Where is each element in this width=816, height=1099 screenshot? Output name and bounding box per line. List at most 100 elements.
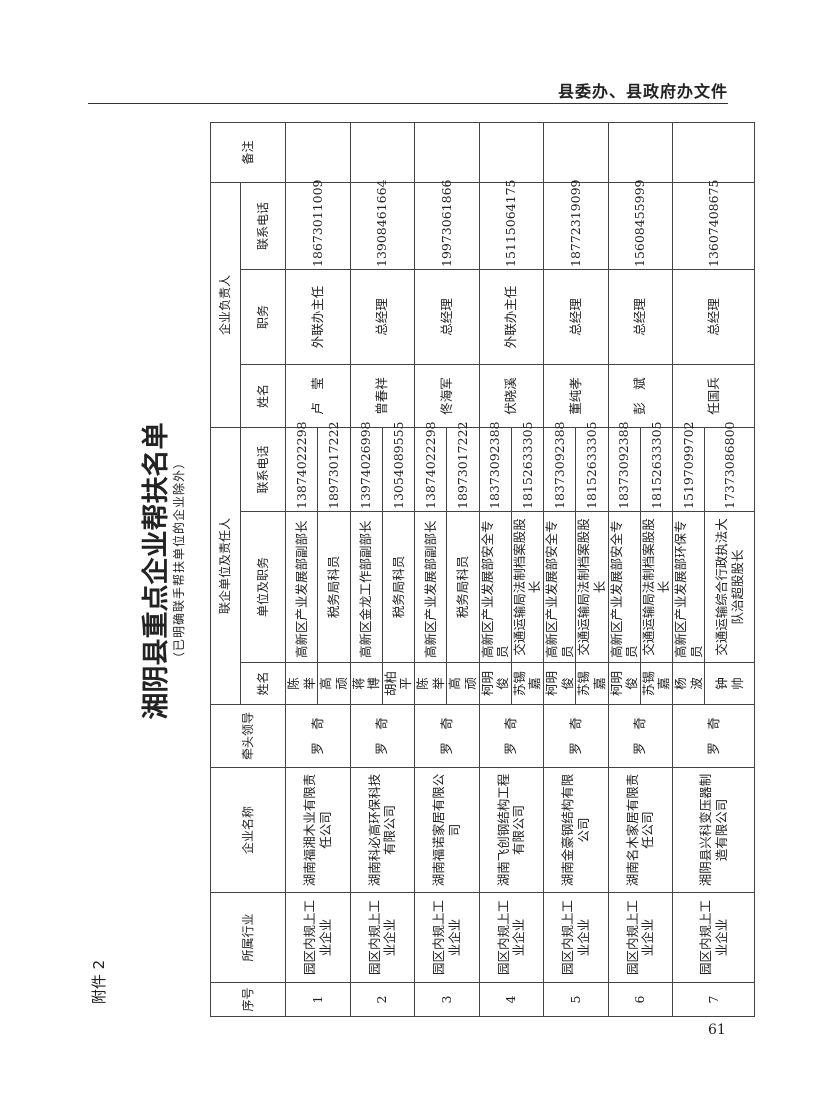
page-number: 61 <box>708 1022 726 1038</box>
cell-liaison-phone: 13874022298 <box>285 422 318 512</box>
cell-leader: 罗 奇 <box>350 704 415 768</box>
cell-owner-name: 卢 莹 <box>285 364 350 428</box>
table-row: 6 园区内规上工业企业 湖南名木家居有限责任公司罗 奇柯明俊 高新区产业发展部安全专员… <box>608 122 673 1017</box>
cell-liaison-name: 陈 举 <box>414 662 447 705</box>
cell-liaison-phone: 18152633305 <box>640 422 673 512</box>
cell-seq: 7 <box>672 982 755 1017</box>
cell-industry: 园区内规上工业企业 <box>414 892 479 983</box>
header-company: 企业名称 <box>210 767 286 893</box>
cell-owner-phone: 18772319099 <box>543 180 608 270</box>
cell-seq: 6 <box>608 982 673 1017</box>
cell-seq: 4 <box>479 982 544 1017</box>
cell-industry: 园区内规上工业企业 <box>350 892 415 983</box>
cell-liaison-phone: 18973017222 <box>317 422 350 512</box>
cell-liaison-name: 柯明俊 <box>543 662 576 705</box>
cell-liaison-unit: 税务局科员 <box>446 511 479 663</box>
cell-liaison-name: 高 顽 <box>446 662 479 705</box>
cell-leader: 罗 奇 <box>543 704 608 768</box>
table-row: 4 园区内规上工业企业 湖南飞创钢结构工程有限公司罗 奇柯明俊 高新区产业发展部安全专… <box>479 122 544 1017</box>
cell-owner-name: 董纯孝 <box>543 364 608 428</box>
cell-owner-title: 总经理 <box>608 269 673 365</box>
cell-owner-phone: 15115064175 <box>479 180 544 270</box>
cell-liaison-unit: 高新区产业发展部环保专员 <box>672 511 705 663</box>
cell-owner-phone: 19973061866 <box>414 180 479 270</box>
cell-leader: 罗 奇 <box>285 704 350 768</box>
cell-liaison-name: 杨 波 <box>672 662 705 705</box>
cell-liaison-name: 苏锡嘉 <box>511 662 544 705</box>
cell-company: 湘阴县兴科变压器制造有限公司 <box>672 767 755 893</box>
header-owner-name: 姓名 <box>240 364 286 428</box>
cell-liaison-unit: 税务局科员 <box>382 511 415 663</box>
header-liaison-group: 联企单位及责任人 <box>210 427 241 705</box>
table-row: 5 园区内规上工业企业 湖南金豪钢结构有限公司罗 奇柯明俊 高新区产业发展部安全专员 1… <box>543 122 608 1017</box>
cell-liaison-unit: 交通运输局法制档案股股长 <box>511 511 544 663</box>
cell-liaison-unit: 高新区产业发展部安全专员 <box>608 511 641 663</box>
cell-liaison-phone: 15197099702 <box>672 422 705 512</box>
table-row: 2 园区内规上工业企业 湖南科必高环保科技有限公司罗 奇蒋 博高新区金龙工作部副部长… <box>350 122 415 1017</box>
table-body: 1 园区内规上工业企业 湖南福湘木业有限责任公司罗 奇陈 举高新区产业发展部副部长 1… <box>285 122 755 1017</box>
cell-liaison-name: 胡柏平 <box>382 662 415 705</box>
enterprise-assistance-table: 序号 所属行业 企业名称 牵头领导 联企单位及责任人 企业负责人 备注 姓名 单… <box>210 122 756 1017</box>
enterprise-assistance-table-wrapper: 序号 所属行业 企业名称 牵头领导 联企单位及责任人 企业负责人 备注 姓名 单… <box>210 122 756 1017</box>
header-liaison-unit: 单位及职务 <box>240 511 286 663</box>
header-leader: 牵头领导 <box>210 704 286 768</box>
cell-liaison-name: 柯明俊 <box>479 662 512 705</box>
cell-remarks <box>672 122 755 183</box>
cell-liaison-phone: 13874022298 <box>414 422 447 512</box>
table-row: 3 园区内规上工业企业 湖南福诺家居有限公司罗 奇陈 举高新区产业发展部副部长 138… <box>414 122 479 1017</box>
cell-liaison-unit: 高新区产业发展部副部长 <box>285 511 318 663</box>
cell-remarks <box>543 122 608 183</box>
cell-owner-title: 外联办主任 <box>285 269 350 365</box>
cell-liaison-name: 钟 帅 <box>704 662 755 705</box>
cell-industry: 园区内规上工业企业 <box>543 892 608 983</box>
cell-liaison-phone: 18152633305 <box>575 422 608 512</box>
cell-seq: 3 <box>414 982 479 1017</box>
cell-owner-phone: 13908461664 <box>350 180 415 270</box>
cell-leader: 罗 奇 <box>414 704 479 768</box>
cell-seq: 1 <box>285 982 350 1017</box>
cell-liaison-name: 蒋 博 <box>350 662 383 705</box>
cell-liaison-unit: 高新区产业发展部安全专员 <box>543 511 576 663</box>
cell-liaison-phone: 18373092388 <box>608 422 641 512</box>
cell-liaison-phone: 18973017222 <box>446 422 479 512</box>
cell-liaison-phone: 13974026998 <box>350 422 383 512</box>
cell-liaison-phone: 18373092388 <box>543 422 576 512</box>
cell-owner-name: 伏晓溪 <box>479 364 544 428</box>
header-industry: 所属行业 <box>210 892 286 983</box>
cell-liaison-unit: 交通运输局法制档案股股长 <box>640 511 673 663</box>
cell-owner-phone: 15608455999 <box>608 180 673 270</box>
header-divider <box>88 103 728 104</box>
cell-liaison-name: 高 顽 <box>317 662 350 705</box>
cell-owner-title: 总经理 <box>414 269 479 365</box>
cell-remarks <box>350 122 415 183</box>
cell-liaison-name: 苏锡嘉 <box>640 662 673 705</box>
cell-owner-phone: 13607408675 <box>672 180 755 270</box>
header-seq: 序号 <box>210 982 286 1017</box>
cell-remarks <box>608 122 673 183</box>
header-owner-phone: 联系电话 <box>240 182 286 270</box>
cell-remarks <box>479 122 544 183</box>
header-owner-title: 职务 <box>240 269 286 365</box>
cell-liaison-phone: 17373086800 <box>704 422 755 512</box>
header-remarks: 备注 <box>210 122 286 183</box>
cell-owner-title: 外联办主任 <box>479 269 544 365</box>
cell-company: 湖南福诺家居有限公司 <box>414 767 479 893</box>
cell-remarks <box>414 122 479 183</box>
header-liaison-phone: 联系电话 <box>240 427 286 512</box>
cell-liaison-name: 苏锡嘉 <box>575 662 608 705</box>
cell-company: 湖南科必高环保科技有限公司 <box>350 767 415 893</box>
cell-owner-name: 彭 斌 <box>608 364 673 428</box>
cell-industry: 园区内规上工业企业 <box>285 892 350 983</box>
cell-liaison-phone: 13054089555 <box>382 422 415 512</box>
cell-owner-title: 总经理 <box>350 269 415 365</box>
header-liaison-name: 姓名 <box>240 662 286 705</box>
cell-owner-title: 总经理 <box>543 269 608 365</box>
cell-liaison-name: 陈 举 <box>285 662 318 705</box>
cell-liaison-phone: 18373092388 <box>479 422 512 512</box>
cell-liaison-name: 柯明俊 <box>608 662 641 705</box>
cell-liaison-phone: 18152633305 <box>511 422 544 512</box>
cell-liaison-unit: 税务局科员 <box>317 511 350 663</box>
cell-industry: 园区内规上工业企业 <box>672 892 755 983</box>
table-row: 7 园区内规上工业企业 湘阴县兴科变压器制造有限公司罗 奇杨 波高新区产业发展部环保… <box>672 122 755 1017</box>
document-title: 湘阴县重点企业帮扶名单 <box>141 422 172 720</box>
